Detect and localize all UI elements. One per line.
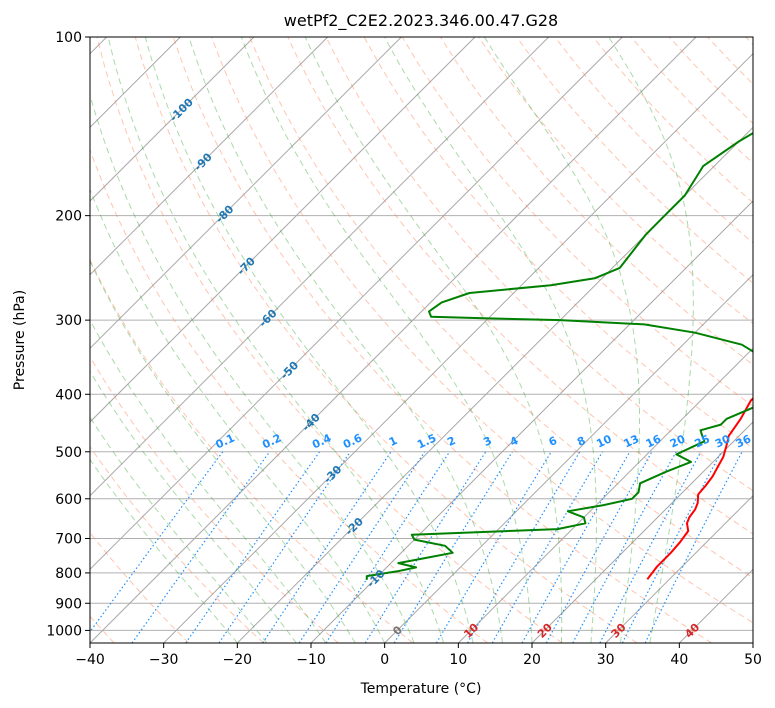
dry-adiabat-line: [287, 37, 753, 535]
mixing-ratio-label: 16: [644, 432, 664, 450]
isotherm-gridline: [384, 273, 753, 643]
isotherm-gridline: [90, 37, 255, 202]
moist-adiabat-line: [304, 37, 563, 643]
y-tick-label: 200: [55, 209, 82, 225]
moist-adiabat-line: [608, 37, 694, 643]
x-tick-label: 0: [380, 652, 389, 668]
mixing-ratio-line: [364, 451, 487, 643]
isotherm-gridline: [457, 347, 753, 643]
mixing-ratio-line: [131, 451, 271, 643]
mixing-ratio-line: [644, 451, 743, 643]
mixing-ratio-line: [599, 451, 702, 643]
isotherm-gridline: [605, 494, 753, 643]
x-tick-label: 10: [449, 652, 467, 668]
dry-adiabat-line: [90, 445, 264, 643]
mixing-ratio-line: [218, 451, 351, 643]
dry-adiabat-line: [90, 355, 339, 643]
mixing-ratio-label: 30: [713, 432, 733, 450]
moist-adiabat-line: [90, 458, 238, 643]
isotherm-gridline: [90, 37, 623, 571]
dry-adiabat-line: [211, 37, 753, 624]
y-tick-label: 100: [55, 30, 82, 46]
x-tick-label: 20: [523, 652, 541, 668]
mixing-ratio-line: [521, 451, 631, 643]
isotherm-gridline: [531, 421, 753, 643]
moist-adiabat-line: [90, 188, 386, 643]
mixing-ratio-line: [572, 451, 677, 643]
isotherm-gridline: [163, 52, 753, 643]
moist-adiabat-line: [188, 37, 503, 643]
y-tick-label: 300: [55, 313, 82, 329]
x-tick-label: 30: [597, 652, 615, 668]
y-axis: 100 200 300 400 500 600 700 800 900 1000: [46, 30, 90, 639]
plot-frame: [89, 36, 754, 644]
isotherm-gridline: [90, 37, 476, 423]
moist-adiabat-line: [90, 370, 297, 643]
y-tick-label: 400: [55, 387, 82, 403]
x-axis: −40 −30 −20 −10 0 10 20 30 40 50: [75, 643, 762, 668]
moist-adiabat-line: [144, 37, 474, 643]
mixing-ratio-label: 36: [734, 432, 754, 450]
y-tick-label: 900: [55, 596, 82, 612]
mixing-ratio-label: 10: [594, 432, 614, 450]
mixing-ratio-line: [298, 451, 426, 643]
mixing-ratio-label: 20: [668, 432, 688, 450]
series-layer: TemperatureDewpoint: [365, 131, 753, 580]
chart-title: wetPf2_C2E2.2023.346.00.47.G28: [284, 11, 558, 31]
x-tick-label: −20: [223, 652, 253, 668]
dewpoint-profile-line: Dewpoint: [365, 131, 753, 580]
x-tick-label: 50: [744, 652, 762, 668]
dry-adiabat-line: [96, 37, 563, 643]
x-tick-label: −30: [149, 652, 179, 668]
dry-adiabat-line: [134, 37, 638, 643]
dry-adiabat-line: [249, 37, 753, 579]
moist-adiabat-line: [90, 319, 327, 643]
mixing-ratio-label: 25: [693, 432, 712, 450]
dry-adiabat-line: [172, 37, 712, 643]
mixing-ratio-line: [435, 451, 552, 643]
y-tick-label: 1000: [46, 623, 82, 639]
isotherm-gridline: [90, 37, 697, 643]
y-tick-label: 700: [55, 532, 82, 548]
dry-adiabat-line: [90, 258, 414, 643]
isotherm-gridline: [90, 37, 550, 497]
isotherm-gridline: [90, 37, 402, 350]
moist-adiabat-line: [483, 37, 640, 643]
mixing-ratio-line: [325, 451, 451, 643]
gridlines: [90, 37, 753, 643]
y-tick-label: 800: [55, 566, 82, 582]
isotherm-gridline: [90, 37, 329, 276]
isotherm-gridline: [236, 126, 753, 643]
y-axis-label: Pressure (hPa): [12, 290, 28, 390]
moist-adiabat-line: [90, 259, 356, 643]
dry-adiabat-line: [325, 37, 753, 492]
y-tick-label: 500: [55, 445, 82, 461]
mixing-ratio-line: [545, 451, 653, 643]
moist-adiabat-line: [90, 416, 268, 643]
y-tick-label: 600: [55, 492, 82, 508]
mixing-ratio-label: 13: [622, 432, 641, 450]
reference-lines: [90, 37, 753, 643]
mixing-ratio-line: [90, 451, 224, 633]
mixing-ratio-line: [185, 451, 321, 643]
x-axis-label: Temperature (°C): [360, 681, 482, 697]
isotherm-gridline: [310, 200, 753, 643]
x-tick-label: −40: [75, 652, 105, 668]
mixing-ratio-line: [262, 451, 392, 643]
moist-adiabat-line: [107, 37, 445, 643]
moist-adiabat-line: [90, 92, 415, 643]
moist-adiabat-line: [384, 37, 597, 643]
moist-adiabat-line: [240, 37, 533, 643]
x-tick-label: 40: [670, 652, 688, 668]
dry-adiabat-line: [516, 37, 753, 284]
temperature-profile-line: Temperature: [646, 396, 753, 580]
x-tick-label: −10: [296, 652, 326, 668]
